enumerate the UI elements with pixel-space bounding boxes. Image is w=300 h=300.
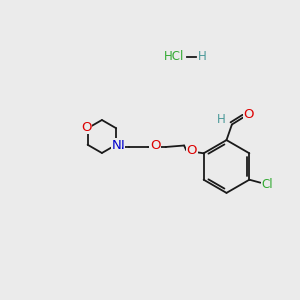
Text: HCl: HCl [164,50,184,64]
Text: O: O [244,108,254,121]
Text: H: H [198,50,207,64]
Text: Cl: Cl [262,178,273,191]
Text: N: N [115,139,125,152]
Text: H: H [216,113,225,126]
Text: O: O [186,144,197,157]
Text: O: O [81,121,92,134]
Text: N: N [112,139,122,152]
Text: O: O [150,139,160,152]
